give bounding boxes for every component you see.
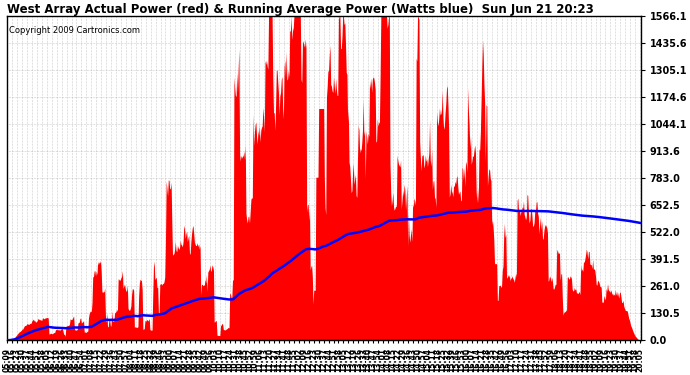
Text: Copyright 2009 Cartronics.com: Copyright 2009 Cartronics.com	[8, 26, 139, 34]
Text: West Array Actual Power (red) & Running Average Power (Watts blue)  Sun Jun 21 2: West Array Actual Power (red) & Running …	[8, 3, 594, 16]
